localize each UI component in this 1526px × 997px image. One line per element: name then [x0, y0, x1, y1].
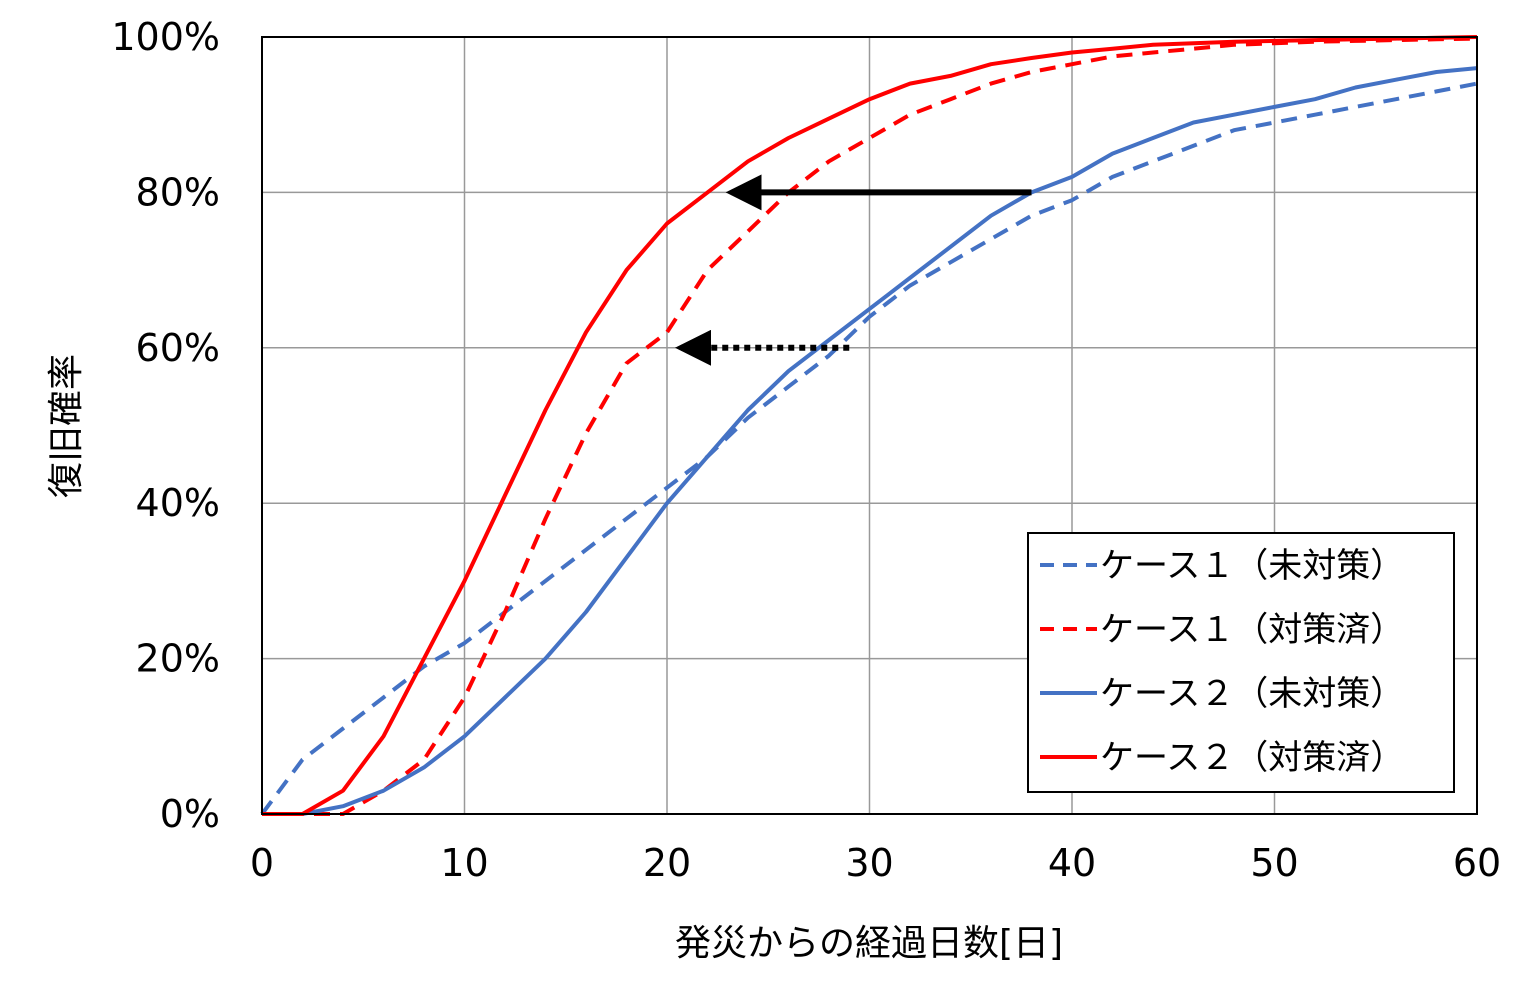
y-tick-labels: 0% 20% 40% 60% 80% 100%	[111, 15, 220, 836]
series-lines	[260, 35, 1478, 816]
y-tick-label: 80%	[136, 170, 220, 214]
series-line-2	[262, 36, 1478, 816]
y-tick-label: 20%	[136, 637, 220, 681]
legend-label-3: ケース２（未対策）	[1100, 674, 1404, 714]
legend-label-1: ケース１（未対策）	[1100, 546, 1404, 586]
plot-frame	[261, 36, 1478, 815]
y-tick-label: 0%	[160, 792, 220, 836]
x-tick-label: 30	[845, 841, 893, 885]
x-tick-labels: 0 10 20 30 40 50 60	[250, 841, 1501, 885]
annotation-arrows	[675, 174, 1032, 366]
y-tick-label: 40%	[136, 481, 220, 525]
series-line-1	[260, 81, 1478, 816]
series-line-3	[262, 66, 1478, 816]
y-tick-label: 100%	[111, 15, 220, 59]
x-tick-label: 10	[440, 841, 488, 885]
x-tick-label: 60	[1453, 841, 1501, 885]
x-tick-label: 40	[1048, 841, 1096, 885]
legend-label-2: ケース１（対策済）	[1100, 610, 1404, 650]
legend-label-4: ケース２（対策済）	[1100, 738, 1404, 778]
x-axis-title: 発災からの経過日数[日]	[675, 923, 1063, 964]
x-tick-label: 50	[1250, 841, 1298, 885]
y-tick-label: 60%	[136, 326, 220, 370]
series-line-4	[262, 35, 1478, 816]
legend-box	[1027, 532, 1455, 793]
legend: ケース１（未対策） ケース１（対策済） ケース２（未対策） ケース２（対策済）	[1027, 532, 1455, 793]
x-tick-label: 20	[643, 841, 691, 885]
x-tick-label: 0	[250, 841, 274, 885]
y-axis-title: 復旧確率	[46, 354, 87, 498]
